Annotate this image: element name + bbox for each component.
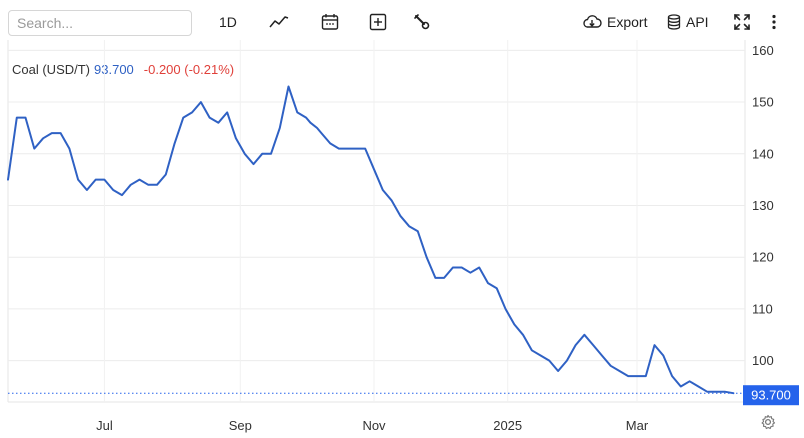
x-tick-label: Nov xyxy=(362,418,386,433)
search-input[interactable] xyxy=(8,10,192,36)
legend-instrument-name: Coal (USD/T) xyxy=(12,62,91,77)
settings-tools-button[interactable] xyxy=(413,10,431,34)
cloud-download-icon xyxy=(582,14,602,30)
calendar-icon xyxy=(321,13,339,31)
y-tick-label: 130 xyxy=(752,198,774,213)
legend-change: -0.200 (-0.21%) xyxy=(143,62,235,77)
last-price-tag xyxy=(743,385,799,406)
y-tick-label: 120 xyxy=(752,250,774,265)
y-tick-label: 100 xyxy=(752,353,774,368)
api-button[interactable]: API xyxy=(667,10,709,34)
chart-type-button[interactable] xyxy=(269,10,289,34)
chart-settings-gear-icon[interactable] xyxy=(760,414,776,435)
export-label: Export xyxy=(607,14,648,30)
interval-button[interactable]: 1D xyxy=(219,10,237,34)
add-indicator-button[interactable] xyxy=(369,10,387,34)
wrench-icon xyxy=(413,13,431,31)
fullscreen-button[interactable] xyxy=(733,10,751,34)
y-tick-label: 150 xyxy=(752,95,774,110)
price-line xyxy=(7,85,735,395)
y-tick-label: 110 xyxy=(752,301,773,316)
plus-square-icon xyxy=(369,13,387,31)
x-tick-label: 2025 xyxy=(493,418,522,433)
y-tick-label: 160 xyxy=(752,43,774,58)
fullscreen-icon xyxy=(733,13,751,31)
more-vert-icon xyxy=(770,13,778,31)
line-chart-icon xyxy=(269,14,289,30)
y-tick-label: 140 xyxy=(752,146,774,161)
toolbar: 1D Export API xyxy=(0,0,804,44)
last-price-label: 93.700 xyxy=(751,388,791,403)
interval-label: 1D xyxy=(219,14,237,30)
database-icon xyxy=(667,14,681,30)
x-tick-label: Sep xyxy=(229,418,252,433)
date-range-button[interactable] xyxy=(321,10,339,34)
x-tick-label: Jul xyxy=(96,418,113,433)
api-label: API xyxy=(686,14,709,30)
price-chart[interactable]: 100 110 120 130 140 150 160 Jul Sep Nov 2025 Mar 93.… xyxy=(0,40,804,438)
more-options-button[interactable] xyxy=(770,10,778,34)
export-button[interactable]: Export xyxy=(582,10,647,34)
x-tick-label: Mar xyxy=(626,418,649,433)
